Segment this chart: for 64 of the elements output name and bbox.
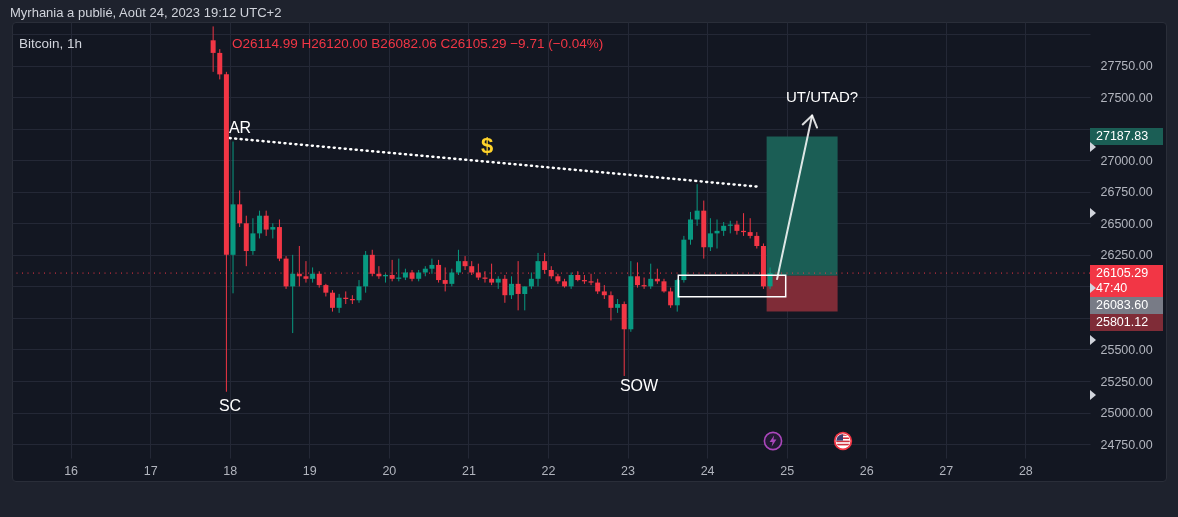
candlestick xyxy=(502,274,508,304)
ref-line-label: 26105.29 xyxy=(1096,265,1150,281)
candlestick xyxy=(336,293,342,314)
x-tick-label: 19 xyxy=(302,463,317,478)
candlestick xyxy=(429,258,435,275)
x-tick-label: 28 xyxy=(1018,463,1033,478)
y-tick-label: 26500.00 xyxy=(1100,216,1153,231)
x-tick-label: 18 xyxy=(223,463,238,478)
candlestick xyxy=(263,210,269,237)
y-tick-label: 24750.00 xyxy=(1100,437,1153,452)
candlestick xyxy=(356,279,362,304)
x-tick-label: 27 xyxy=(939,463,954,478)
candlestick xyxy=(455,249,461,276)
candlestick xyxy=(217,48,223,80)
candlestick xyxy=(522,285,528,311)
candlestick xyxy=(668,287,674,309)
x-tick-label: 24 xyxy=(700,463,715,478)
candlestick xyxy=(237,189,243,228)
x-tick-label: 20 xyxy=(382,463,397,478)
x-tick-label: 16 xyxy=(64,463,79,478)
y-tick-label: 25000.00 xyxy=(1100,406,1153,421)
x-tick-label: 26 xyxy=(859,463,874,478)
candlestick xyxy=(210,25,216,73)
y-tick-label: 26750.00 xyxy=(1100,185,1153,200)
candlestick xyxy=(734,220,740,236)
candlestick xyxy=(608,290,614,321)
y-tick-label: 27000.00 xyxy=(1100,153,1153,168)
candlestick xyxy=(688,211,694,246)
text: Myrhania a publié, Août 24, 2023 19:12 UTC+2 xyxy=(10,5,282,20)
text: 27187.83 xyxy=(1096,128,1150,144)
annotation: O26114.99 H26120.00 B26082.06 C26105.29 −9.71 (−0.04%) xyxy=(232,35,604,52)
text: Bitcoin, 1h xyxy=(19,35,83,52)
y-tick-label: 26250.00 xyxy=(1100,248,1153,263)
x-tick-label: 25 xyxy=(780,463,795,478)
annotation: SOW xyxy=(619,377,659,394)
candlestick xyxy=(250,217,256,256)
candlestick xyxy=(329,289,335,313)
candlestick xyxy=(694,183,700,227)
y-tick-label: 27750.00 xyxy=(1100,59,1153,74)
y-tick-label: 25500.00 xyxy=(1100,342,1153,357)
text: 26083.60 xyxy=(1096,297,1150,313)
candlestick xyxy=(462,255,468,271)
candlestick xyxy=(535,252,541,287)
text: 25801.12 xyxy=(1096,314,1150,330)
candlestick xyxy=(648,263,654,290)
text: 47:40 xyxy=(1096,280,1129,296)
candlestick xyxy=(509,275,514,300)
annotation: SC xyxy=(218,397,242,414)
x-tick-label: 23 xyxy=(621,463,636,478)
y-tick-label: 27500.00 xyxy=(1100,90,1153,105)
x-tick-label: 22 xyxy=(541,463,556,478)
candlestick xyxy=(707,217,713,252)
x-tick-label: 17 xyxy=(143,463,158,478)
candlestick xyxy=(290,254,296,334)
annotation: $ xyxy=(480,133,494,158)
annotation: AR xyxy=(228,119,252,136)
candlestick xyxy=(588,273,594,286)
x-tick-label: 21 xyxy=(461,463,476,478)
candlestick xyxy=(515,260,521,311)
candlestick xyxy=(257,210,263,239)
annotation: UT/UTAD? xyxy=(785,88,859,106)
candlestick xyxy=(747,217,753,239)
candlestick xyxy=(555,273,561,285)
y-tick-label: 25250.00 xyxy=(1100,374,1153,389)
